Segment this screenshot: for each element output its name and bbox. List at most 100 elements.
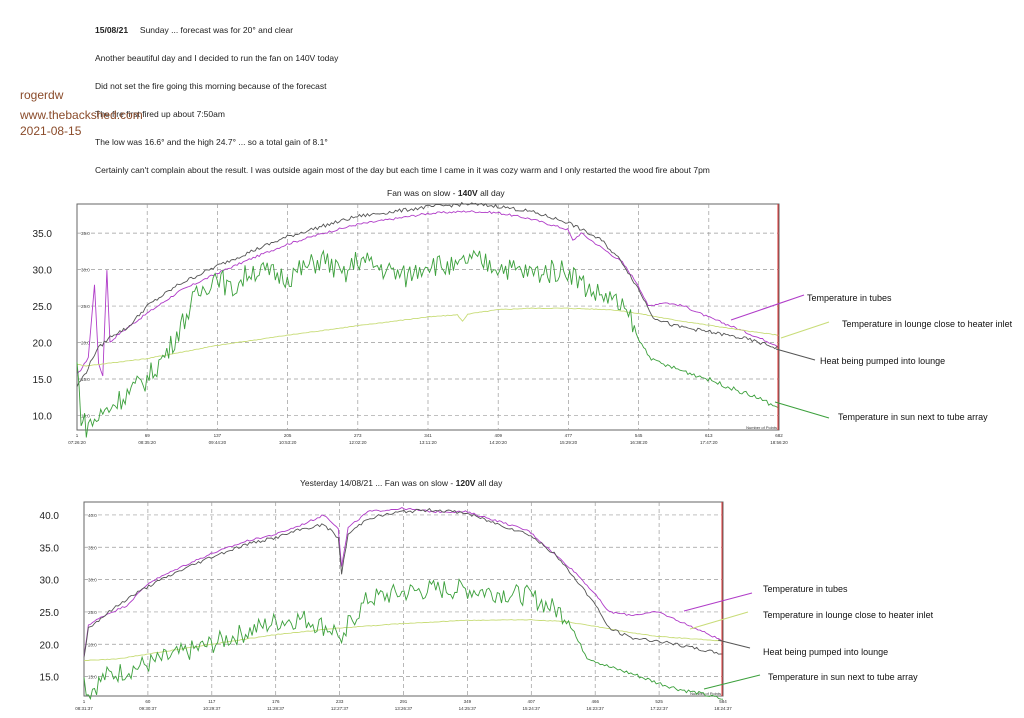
- note-line-6: Certainly can't complain about the resul…: [95, 165, 710, 175]
- chart-2-x-time-label: 17:22:37: [650, 706, 668, 711]
- chart-2-x-tick-label: 584: [719, 699, 727, 704]
- chart-2-legend-label-inlet: Temperature in lounge close to heater in…: [763, 610, 934, 620]
- note-line-5: The low was 16.6° and the high 24.7° ...…: [95, 137, 328, 147]
- chart-1-legend-pointer-tubes: [730, 294, 805, 321]
- chart-2-series-tubes: [83, 506, 724, 657]
- chart-1-series-sun: [76, 249, 780, 438]
- chart-2-legend-pointer-sun: [703, 674, 761, 690]
- chart-1-x-time-label: 10:53:20: [279, 440, 297, 445]
- chart-2-y-tick-label-small: 30.0: [88, 578, 97, 583]
- chart-2-legend-pointer-tubes: [683, 592, 753, 612]
- chart-2-x-time-label: 16:23:37: [586, 706, 604, 711]
- chart-2-x-tick-label: 291: [400, 699, 408, 704]
- chart-2-title-suffix: all day: [475, 478, 503, 488]
- chart-1-corner-label: Number of Points: [746, 425, 777, 430]
- chart-1-x-time-label: 16:38:20: [630, 440, 648, 445]
- chart-1-x-tick-label: 477: [565, 433, 573, 438]
- chart-2-series-pumped: [83, 507, 724, 658]
- chart-1-title: Fan was on slow - 140V all day: [387, 188, 505, 198]
- chart-1-title-prefix: Fan was on slow -: [387, 188, 458, 198]
- chart-2-legend-pointer-inlet: [689, 611, 749, 630]
- chart-2-y-tick-label: 35.0: [40, 543, 60, 554]
- chart-1-legend-label-sun: Temperature in sun next to tube array: [838, 412, 988, 422]
- chart-2-y-tick-label-small: 25.0: [88, 610, 97, 615]
- chart-1-x-tick-label: 205: [284, 433, 292, 438]
- chart-1-y-tick-label: 35.0: [33, 229, 53, 240]
- chart-2-x-tick-label: 466: [591, 699, 599, 704]
- chart-1-y-tick-label: 10.0: [33, 411, 53, 422]
- note-date: 15/08/21: [95, 25, 129, 35]
- chart-1-y-tick-label-small: 35.0: [81, 231, 90, 236]
- note-line-4: The fire first fired up about 7:50am: [95, 109, 225, 119]
- watermark-user: rogerdw: [20, 88, 64, 102]
- chart-1-y-tick-label: 20.0: [33, 339, 53, 350]
- chart-2-y-tick-label-small: 20.0: [88, 642, 97, 647]
- chart-1-x-time-label: 14:20:20: [489, 440, 507, 445]
- watermark-date: 2021-08-15: [20, 124, 82, 138]
- chart-2-x-time-label: 13:26:37: [395, 706, 413, 711]
- chart-1: 35.0 35.0 30.0 30.0 25.0 25.0 20.0 20.0 15.0 15.0…: [33, 201, 1013, 445]
- chart-2-x-tick-label: 407: [528, 699, 536, 704]
- chart-2-x-time-label: 14:25:37: [459, 706, 477, 711]
- chart-1-x-time-label: 13:11:20: [419, 440, 437, 445]
- chart-2-y-tick-label: 20.0: [40, 640, 60, 651]
- chart-1-y-tick-label-small: 15.0: [81, 377, 90, 382]
- note-line-2: Another beautiful day and I decided to r…: [95, 53, 339, 63]
- chart-2-y-tick-label-small: 40.0: [88, 513, 97, 518]
- chart-1-x-time-label: 07:26:20: [68, 440, 86, 445]
- chart-2-x-time-label: 09:30:37: [139, 706, 157, 711]
- chart-2-y-tick-label-small: 15.0: [88, 675, 97, 680]
- chart-1-x-time-label: 09:44:20: [209, 440, 227, 445]
- chart-1-y-tick-label: 25.0: [33, 302, 53, 313]
- chart-2-x-time-label: 10:29:37: [203, 706, 221, 711]
- chart-2-x-tick-label: 1: [83, 699, 86, 704]
- note-line-1-text: Sunday ... forecast was for 20° and clea…: [139, 25, 294, 35]
- chart-2-series-sun: [83, 578, 724, 701]
- chart-2-x-tick-label: 233: [336, 699, 344, 704]
- chart-1-legend-label-pumped: Heat being pumped into lounge: [820, 356, 945, 366]
- chart-1-legend-label-tubes: Temperature in tubes: [807, 293, 892, 303]
- chart-1-y-tick-label: 30.0: [33, 266, 53, 277]
- chart-2-series-inlet: [83, 619, 724, 662]
- chart-2-y-tick-label: 30.0: [40, 576, 60, 587]
- chart-1-series-inlet: [76, 307, 779, 367]
- chart-2-x-tick-label: 525: [655, 699, 663, 704]
- chart-1-x-time-label: 15:29:20: [560, 440, 578, 445]
- note-line-1: 15/08/21 Sunday ... forecast was for 20°…: [95, 25, 293, 35]
- chart-2-legend-pointer-pumped: [717, 639, 751, 649]
- chart-2-x-time-label: 15:24:37: [523, 706, 541, 711]
- chart-2-legend-label-tubes: Temperature in tubes: [763, 584, 848, 594]
- chart-1-x-time-label: 17:47:20: [700, 440, 718, 445]
- chart-2-x-tick-label: 117: [208, 699, 216, 704]
- chart-1-legend-pointer-inlet: [780, 321, 830, 339]
- chart-1-y-tick-label-small: 20.0: [81, 341, 90, 346]
- chart-2-legend-label-pumped: Heat being pumped into lounge: [763, 647, 888, 657]
- chart-1-x-tick-label: 1: [76, 433, 79, 438]
- chart-1-title-bold: 140V: [457, 188, 478, 198]
- chart-1-legend-pointer-sun: [774, 401, 830, 419]
- chart-1-y-tick-label-small: 30.0: [81, 268, 90, 273]
- chart-2-x-time-label: 18:24:37: [714, 706, 732, 711]
- chart-1-title-suffix: all day: [477, 188, 505, 198]
- chart-2-y-tick-label: 15.0: [40, 673, 60, 684]
- chart-1-x-time-label: 12:02:20: [349, 440, 367, 445]
- chart-1-x-tick-label: 613: [705, 433, 713, 438]
- chart-1-y-tick-label-small: 10.0: [81, 413, 90, 418]
- chart-1-x-tick-label: 137: [214, 433, 222, 438]
- chart-2-x-time-label: 12:27:37: [331, 706, 349, 711]
- chart-1-x-tick-label: 409: [494, 433, 502, 438]
- chart-2-x-tick-label: 176: [272, 699, 280, 704]
- chart-1-x-tick-label: 341: [424, 433, 432, 438]
- chart-2-y-tick-label-small: 35.0: [88, 545, 97, 550]
- chart-1-legend-pointer-pumped: [775, 348, 816, 361]
- chart-2: 40.0 40.0 35.0 35.0 30.0 30.0 25.0 25.0 20.0 20.0…: [40, 501, 934, 711]
- chart-1-x-tick-label: 682: [775, 433, 783, 438]
- chart-1-x-tick-label: 545: [635, 433, 643, 438]
- chart-2-corner-label: Number of Points: [690, 691, 721, 696]
- chart-1-series-pumped: [76, 201, 780, 387]
- chart-2-x-time-label: 08:31:37: [75, 706, 93, 711]
- chart-1-y-tick-label: 15.0: [33, 375, 53, 386]
- chart-2-y-tick-label: 40.0: [40, 511, 60, 522]
- watermark-site: www.thebackshed.com: [20, 108, 143, 122]
